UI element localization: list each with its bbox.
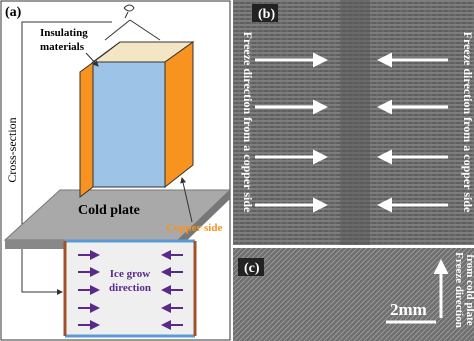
freeze-text: Freeze direction from a copper side xyxy=(241,32,255,213)
panel-label: (b) xyxy=(258,7,275,22)
copper-edges xyxy=(63,241,197,336)
ice-label: Ice grow xyxy=(110,268,150,280)
freeze-text: Freeze direction from a copper side xyxy=(461,32,474,213)
panel-a: (a) Cross-section Insulating materials C… xyxy=(0,0,232,341)
scale-label: 2mm xyxy=(390,300,427,319)
cold-plate-side xyxy=(178,190,230,249)
label-bg xyxy=(252,4,278,22)
center-seam xyxy=(340,0,370,245)
ice-arrows xyxy=(78,250,183,330)
insulating-label: materials xyxy=(40,41,85,53)
copper-side-label: Copper side xyxy=(166,222,222,234)
pointer xyxy=(85,52,99,67)
freeze-text: Freeze direction xyxy=(453,252,465,328)
ice-label: direction xyxy=(109,282,151,294)
insulation-edges xyxy=(65,239,195,338)
panel-b: (b) Freeze direction from a copper side … xyxy=(233,0,474,245)
panel-label: (c) xyxy=(244,261,260,276)
insulating-label: Insulating xyxy=(40,27,88,39)
panel-label: (a) xyxy=(5,5,22,20)
freeze-text: from cold plate xyxy=(464,254,474,325)
front-insulation xyxy=(92,61,166,188)
freeze-arrows xyxy=(255,52,448,213)
cross-section-box xyxy=(65,241,195,336)
pointer xyxy=(180,177,193,223)
micrograph-c xyxy=(233,248,474,341)
cold-plate-label: Cold plate xyxy=(78,203,140,218)
cross-section-arrow xyxy=(21,21,112,295)
eye-icon xyxy=(123,4,135,19)
panel-c: (c) Freeze direction from cold plate 2mm xyxy=(233,248,474,341)
label-bg xyxy=(238,258,264,276)
cross-section-label: Cross-section xyxy=(5,117,19,182)
view-lines xyxy=(104,19,161,41)
right-copper xyxy=(164,41,194,189)
